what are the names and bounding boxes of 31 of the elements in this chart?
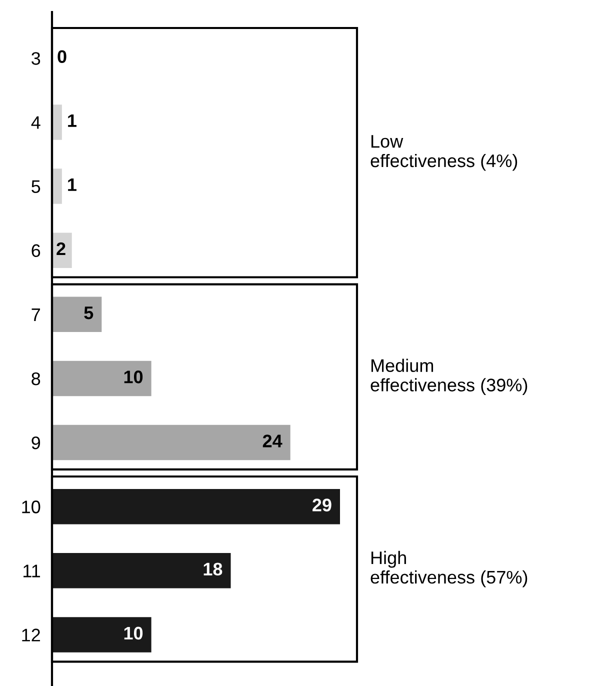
bar xyxy=(52,296,102,332)
bar xyxy=(52,553,231,588)
y-tick-label: 12 xyxy=(22,628,40,642)
text: High effectiveness (57%) xyxy=(370,550,528,588)
text: Low effectiveness (4%) xyxy=(370,135,518,171)
bar xyxy=(52,360,152,396)
y-tick-label: 9 xyxy=(32,436,40,450)
data-label: 1 xyxy=(68,114,76,127)
data-label: 18 xyxy=(204,562,222,576)
data-label: 5 xyxy=(84,306,94,320)
data-label: 24 xyxy=(262,434,282,448)
y-tick-label: 5 xyxy=(32,180,40,193)
data-label: 10 xyxy=(124,370,143,384)
bar xyxy=(52,168,62,204)
data-label: 10 xyxy=(124,626,143,640)
data-label: 0 xyxy=(58,50,66,63)
y-tick-label: 11 xyxy=(24,564,40,578)
bar xyxy=(52,488,340,524)
bar xyxy=(52,424,290,460)
y-tick-label: 10 xyxy=(22,500,40,514)
bar xyxy=(52,104,62,140)
data-label: 1 xyxy=(68,178,76,191)
y-tick-label: 8 xyxy=(32,372,40,386)
text: Medium effectiveness (39%) xyxy=(370,358,528,395)
data-label: 2 xyxy=(56,242,66,256)
y-tick-label: 3 xyxy=(32,52,40,65)
data-label: 29 xyxy=(312,498,332,512)
y-tick-label: 4 xyxy=(31,116,40,129)
y-tick-label: 7 xyxy=(32,308,40,321)
y-tick-label: 6 xyxy=(32,244,40,258)
bar xyxy=(52,617,152,652)
